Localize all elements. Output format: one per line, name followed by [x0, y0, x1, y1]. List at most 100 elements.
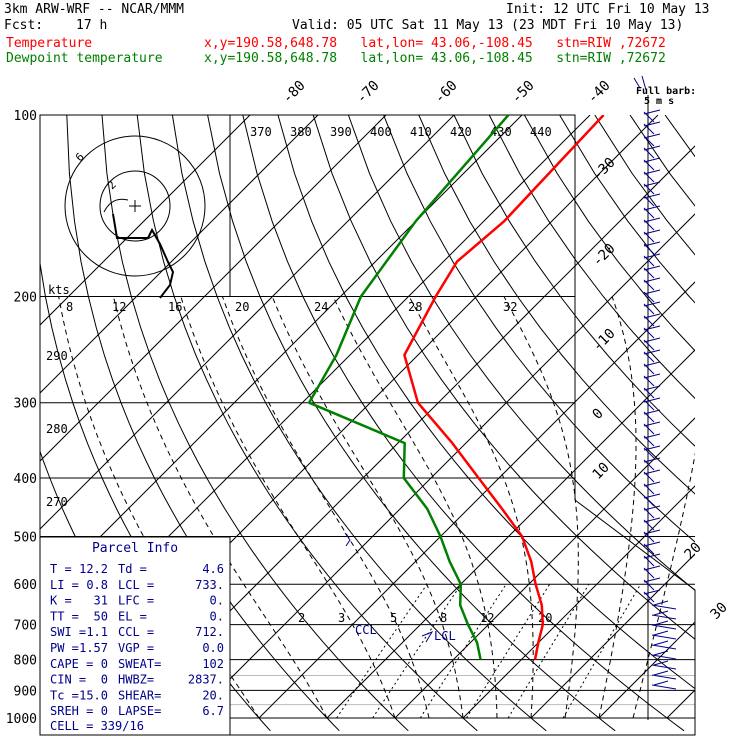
- parcel-param-label: Td =: [118, 562, 147, 576]
- parcel-param-value: 0.: [210, 609, 224, 623]
- pressure-label: 400: [14, 472, 37, 487]
- parcel-param-label: HWBZ=: [118, 673, 154, 687]
- dry-adiabat: [136, 115, 478, 732]
- parcel-param-value: 50: [94, 609, 108, 623]
- isotherm-label: -10: [590, 326, 619, 355]
- model-title: 3km ARW-WRF -- NCAR/MMM: [4, 2, 185, 17]
- theta-label: 390: [330, 125, 352, 139]
- parcel-info-box: [39, 536, 231, 736]
- parcel-param-value: 0: [101, 673, 108, 687]
- wind-barb: [651, 620, 677, 630]
- parcel-param-label: CAPE =: [50, 657, 93, 671]
- pressure-label: 200: [14, 291, 37, 306]
- moist-adiabat: [332, 296, 498, 719]
- wind-barb: [643, 541, 661, 555]
- pressure-label: 800: [14, 654, 37, 669]
- moist-adiabat: [58, 296, 260, 719]
- isotherm-line: [326, 349, 695, 719]
- wind-barb: [643, 445, 661, 459]
- mixing-ratio-line: [419, 583, 507, 719]
- theta-label: 370: [250, 125, 272, 139]
- dry-adiabat: [453, 115, 695, 447]
- parcel-param-value: 733.: [195, 578, 224, 592]
- wind-barb: [643, 181, 661, 195]
- pressure-label: 500: [14, 530, 37, 545]
- wind-barb: [651, 610, 677, 620]
- isotherm-label: 10: [590, 460, 613, 483]
- wind-barb: [643, 481, 661, 495]
- mixing-ratio-label: 8: [440, 611, 447, 625]
- wind-barb: [643, 409, 661, 423]
- init-time: Init: 12 UTC Fri 10 May 13: [506, 2, 710, 17]
- dewpoint-legend: Dewpoint temperature: [6, 51, 163, 66]
- mixing-ratio-line: [336, 583, 428, 719]
- theta-label: 420: [450, 125, 472, 139]
- parcel-param-label: SWI =: [50, 625, 86, 639]
- isotherm-label: -60: [432, 78, 461, 107]
- forecast-label: Fcst:: [4, 18, 44, 33]
- wind-barb: [643, 313, 661, 327]
- dry-adiabat: [312, 115, 695, 640]
- temperature-location: x,y=190.58,648.78 lat,lon= 43.06,-108.45…: [204, 36, 666, 51]
- parcel-param-label: CCL =: [118, 625, 154, 639]
- mixing-ratio-label: 2: [298, 611, 305, 625]
- parcel-param-label: T =: [50, 562, 72, 576]
- wind-barb: [643, 421, 661, 435]
- dry-adiabat: [488, 115, 695, 400]
- parcel-param-label: Tc =: [50, 688, 79, 702]
- dry-adiabat: [559, 115, 695, 304]
- parcel-param-label: LFC =: [118, 594, 154, 608]
- parcel-param-value: 20.: [202, 688, 224, 702]
- parcel-info-title: Parcel Info: [92, 541, 178, 556]
- wind-barb: [643, 289, 661, 303]
- wind-barb: [643, 133, 661, 147]
- hodograph-unit: kts: [48, 283, 70, 297]
- speed-label: 24: [314, 300, 328, 314]
- isotherm-line: [40, 115, 455, 530]
- parcel-param-label: LAPSE=: [118, 704, 161, 718]
- wind-barb: [651, 680, 677, 690]
- wind-barb: [643, 277, 661, 291]
- isotherm-line: [40, 115, 251, 326]
- wind-barb: [643, 529, 661, 543]
- dry-adiabat: [736, 115, 740, 731]
- dry-adiabat: [383, 115, 695, 543]
- wind-barb: [643, 553, 661, 567]
- isotherm-line: [258, 281, 695, 719]
- parcel-param-value: 0: [101, 704, 108, 718]
- wind-barb: [643, 397, 661, 411]
- parcel-param-value: 4.6: [202, 562, 224, 576]
- wind-barb: [643, 565, 661, 579]
- wind-barb: [643, 433, 661, 447]
- wind-barb: [643, 577, 661, 591]
- isotherm-line: [735, 115, 740, 718]
- wind-barb: [643, 469, 661, 483]
- parcel-param-value: 15.0: [79, 688, 108, 702]
- theta-label: 440: [530, 125, 552, 139]
- dry-adiabat: [277, 115, 695, 690]
- wind-barb: [643, 205, 661, 219]
- parcel-param-label: VGP =: [118, 641, 154, 655]
- parcel-param-value: 1.57: [79, 641, 108, 655]
- barb-note: Full barb:: [636, 86, 696, 97]
- wind-barb: [643, 337, 661, 351]
- mixing-ratio-line: [466, 583, 551, 719]
- parcel-param-value: 6.7: [202, 704, 224, 718]
- forecast-hour: 17 h: [76, 18, 108, 33]
- wind-barb: [643, 157, 661, 171]
- parcel-param-value: 1.1: [86, 625, 108, 639]
- dry-adiabat: [418, 115, 695, 495]
- isotherm-line: [394, 417, 695, 719]
- parcel-param-value: 0.8: [86, 578, 108, 592]
- ccl-label: CCL: [355, 623, 377, 637]
- parcel-param-label: TT =: [50, 609, 79, 623]
- wind-barb: [643, 217, 661, 231]
- pressure-label: 1000: [6, 712, 37, 727]
- theta-label: 410: [410, 125, 432, 139]
- wind-barb: [633, 75, 647, 91]
- parcel-param-label: LCL =: [118, 578, 154, 592]
- parcel-param-value: 31: [94, 594, 108, 608]
- wind-barb: [643, 253, 661, 267]
- dry-adiabat: [101, 115, 409, 732]
- theta-label: 380: [290, 125, 312, 139]
